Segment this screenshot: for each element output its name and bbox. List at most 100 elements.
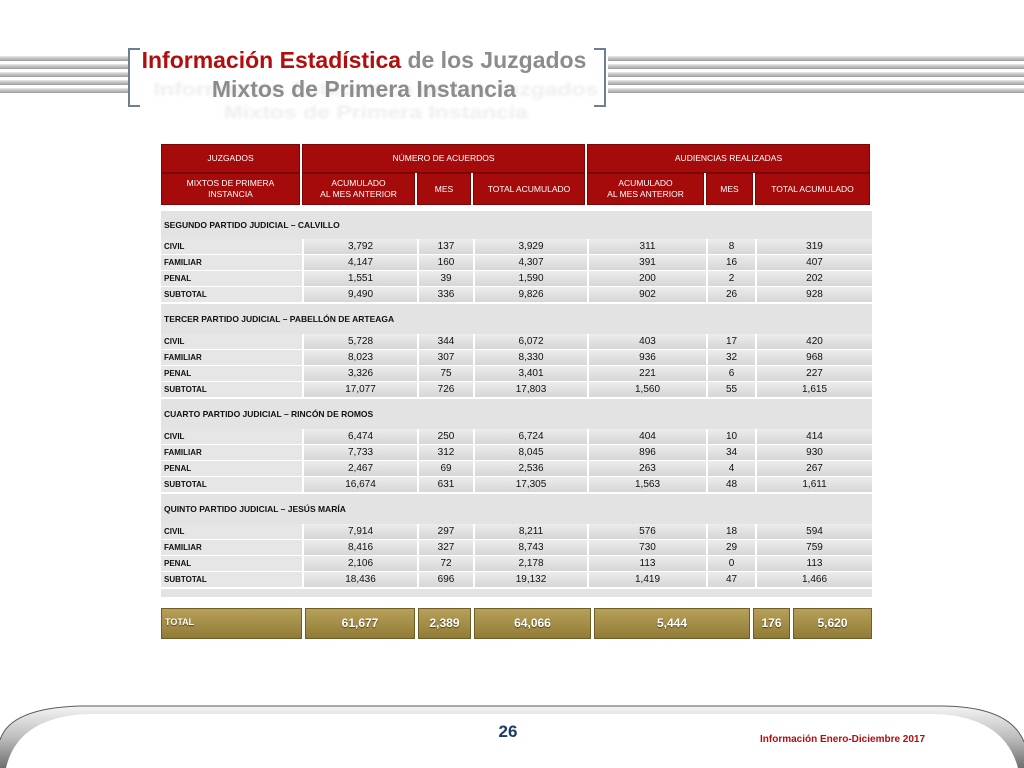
table-cell: 47 bbox=[706, 572, 755, 589]
table-cell: 1,551 bbox=[302, 271, 417, 287]
table-cell: 8,023 bbox=[302, 350, 417, 366]
table-cell: 594 bbox=[755, 524, 873, 540]
table-cell: 896 bbox=[587, 445, 706, 461]
table-cell: 403 bbox=[587, 334, 706, 350]
section-title: SEGUNDO PARTIDO JUDICIAL – CALVILLO bbox=[161, 211, 873, 239]
table-cell: 414 bbox=[755, 429, 873, 445]
table-cell: 9,826 bbox=[473, 287, 587, 304]
table-cell: 113 bbox=[587, 556, 706, 572]
table-cell: 3,326 bbox=[302, 366, 417, 382]
total-value: 5,620 bbox=[793, 608, 872, 639]
table-cell: 263 bbox=[587, 461, 706, 477]
table-cell: 200 bbox=[587, 271, 706, 287]
table-cell: 227 bbox=[755, 366, 873, 382]
header-stripes-right bbox=[608, 56, 1024, 100]
table-cell: 4,147 bbox=[302, 255, 417, 271]
title-highlight: Información Estadística bbox=[141, 47, 402, 73]
total-value: 2,389 bbox=[418, 608, 474, 639]
table-cell: 319 bbox=[755, 239, 873, 255]
table-cell: 3,401 bbox=[473, 366, 587, 382]
table-cell: 759 bbox=[755, 540, 873, 556]
table-cell: 48 bbox=[706, 477, 755, 494]
row-label: SUBTOTAL bbox=[161, 477, 302, 494]
col-header-acuerdos: NÚMERO DE ACUERDOS bbox=[302, 144, 587, 173]
table-cell: 17,305 bbox=[473, 477, 587, 494]
table-cell: 4,307 bbox=[473, 255, 587, 271]
table-row: CIVIL 7,914 297 8,211 576 18 594 bbox=[161, 524, 873, 540]
table-cell: 17 bbox=[706, 334, 755, 350]
row-label: SUBTOTAL bbox=[161, 572, 302, 589]
table-cell: 1,563 bbox=[587, 477, 706, 494]
table-cell: 69 bbox=[417, 461, 473, 477]
table-cell: 3,929 bbox=[473, 239, 587, 255]
table-cell: 1,590 bbox=[473, 271, 587, 287]
table-row: CIVIL 6,474 250 6,724 404 10 414 bbox=[161, 429, 873, 445]
row-label: FAMILIAR bbox=[161, 445, 302, 461]
footer-caption: Información Enero-Diciembre 2017 bbox=[760, 734, 926, 745]
table-cell: 6,474 bbox=[302, 429, 417, 445]
table-cell: 2,536 bbox=[473, 461, 587, 477]
table-row: PENAL 3,326 75 3,401 221 6 227 bbox=[161, 366, 873, 382]
section-title: TERCER PARTIDO JUDICIAL – PABELLÓN DE AR… bbox=[161, 304, 873, 334]
table-cell: 7,733 bbox=[302, 445, 417, 461]
table-cell: 1,466 bbox=[755, 572, 873, 589]
table-cell: 312 bbox=[417, 445, 473, 461]
table-cell: 2,178 bbox=[473, 556, 587, 572]
table-cell: 17,803 bbox=[473, 382, 587, 399]
section-header-row: CUARTO PARTIDO JUDICIAL – RINCÓN DE ROMO… bbox=[161, 399, 873, 429]
table-cell: 26 bbox=[706, 287, 755, 304]
table-cell: 9,490 bbox=[302, 287, 417, 304]
title-rest: de los Juzgados bbox=[401, 47, 587, 73]
table-cell: 968 bbox=[755, 350, 873, 366]
row-label: PENAL bbox=[161, 271, 302, 287]
table-row: FAMILIAR 8,416 327 8,743 730 29 759 bbox=[161, 540, 873, 556]
table-cell: 32 bbox=[706, 350, 755, 366]
table-cell: 18 bbox=[706, 524, 755, 540]
row-label: PENAL bbox=[161, 556, 302, 572]
table-cell: 16 bbox=[706, 255, 755, 271]
table-row: SUBTOTAL 17,077 726 17,803 1,560 55 1,615 bbox=[161, 382, 873, 399]
total-label: TOTAL bbox=[161, 608, 305, 639]
table-cell: 407 bbox=[755, 255, 873, 271]
table-cell: 7,914 bbox=[302, 524, 417, 540]
table-cell: 10 bbox=[706, 429, 755, 445]
footer-swoosh bbox=[0, 705, 1024, 768]
table-cell: 19,132 bbox=[473, 572, 587, 589]
table-cell: 336 bbox=[417, 287, 473, 304]
table-cell: 1,560 bbox=[587, 382, 706, 399]
table-cell: 391 bbox=[587, 255, 706, 271]
row-label: SUBTOTAL bbox=[161, 382, 302, 399]
table-cell: 307 bbox=[417, 350, 473, 366]
table-cell: 696 bbox=[417, 572, 473, 589]
table-cell: 75 bbox=[417, 366, 473, 382]
table-cell: 8,045 bbox=[473, 445, 587, 461]
row-label: FAMILIAR bbox=[161, 350, 302, 366]
table-cell: 5,728 bbox=[302, 334, 417, 350]
section-title: QUINTO PARTIDO JUDICIAL – JESÚS MARÍA bbox=[161, 494, 873, 524]
table-cell: 311 bbox=[587, 239, 706, 255]
total-value: 61,677 bbox=[305, 608, 418, 639]
table-cell: 8,330 bbox=[473, 350, 587, 366]
col-header-acuerdos-total: TOTAL ACUMULADO bbox=[473, 173, 587, 205]
header-row-2: MIXTOS DE PRIMERA INSTANCIA ACUMULADO AL M… bbox=[161, 173, 873, 205]
table-cell: 29 bbox=[706, 540, 755, 556]
table-cell: 2,106 bbox=[302, 556, 417, 572]
table-cell: 16,674 bbox=[302, 477, 417, 494]
col-header-acuerdos-mes: MES bbox=[417, 173, 473, 205]
page-number: 26 bbox=[498, 722, 518, 741]
row-label: SUBTOTAL bbox=[161, 287, 302, 304]
header-stripes-left bbox=[0, 56, 128, 100]
table-row: FAMILIAR 7,733 312 8,045 896 34 930 bbox=[161, 445, 873, 461]
table-cell: 6,724 bbox=[473, 429, 587, 445]
title-bracket-left bbox=[128, 48, 140, 107]
table-cell: 8,416 bbox=[302, 540, 417, 556]
table-row: SUBTOTAL 16,674 631 17,305 1,563 48 1,611 bbox=[161, 477, 873, 494]
row-label: PENAL bbox=[161, 461, 302, 477]
table-cell: 928 bbox=[755, 287, 873, 304]
table-row: CIVIL 3,792 137 3,929 311 8 319 bbox=[161, 239, 873, 255]
header-row-1: JUZGADOS NÚMERO DE ACUERDOS AUDIENCIAS R… bbox=[161, 144, 873, 173]
row-label: PENAL bbox=[161, 366, 302, 382]
table-cell: 160 bbox=[417, 255, 473, 271]
table-cell: 34 bbox=[706, 445, 755, 461]
section-header-row: SEGUNDO PARTIDO JUDICIAL – CALVILLO bbox=[161, 211, 873, 239]
